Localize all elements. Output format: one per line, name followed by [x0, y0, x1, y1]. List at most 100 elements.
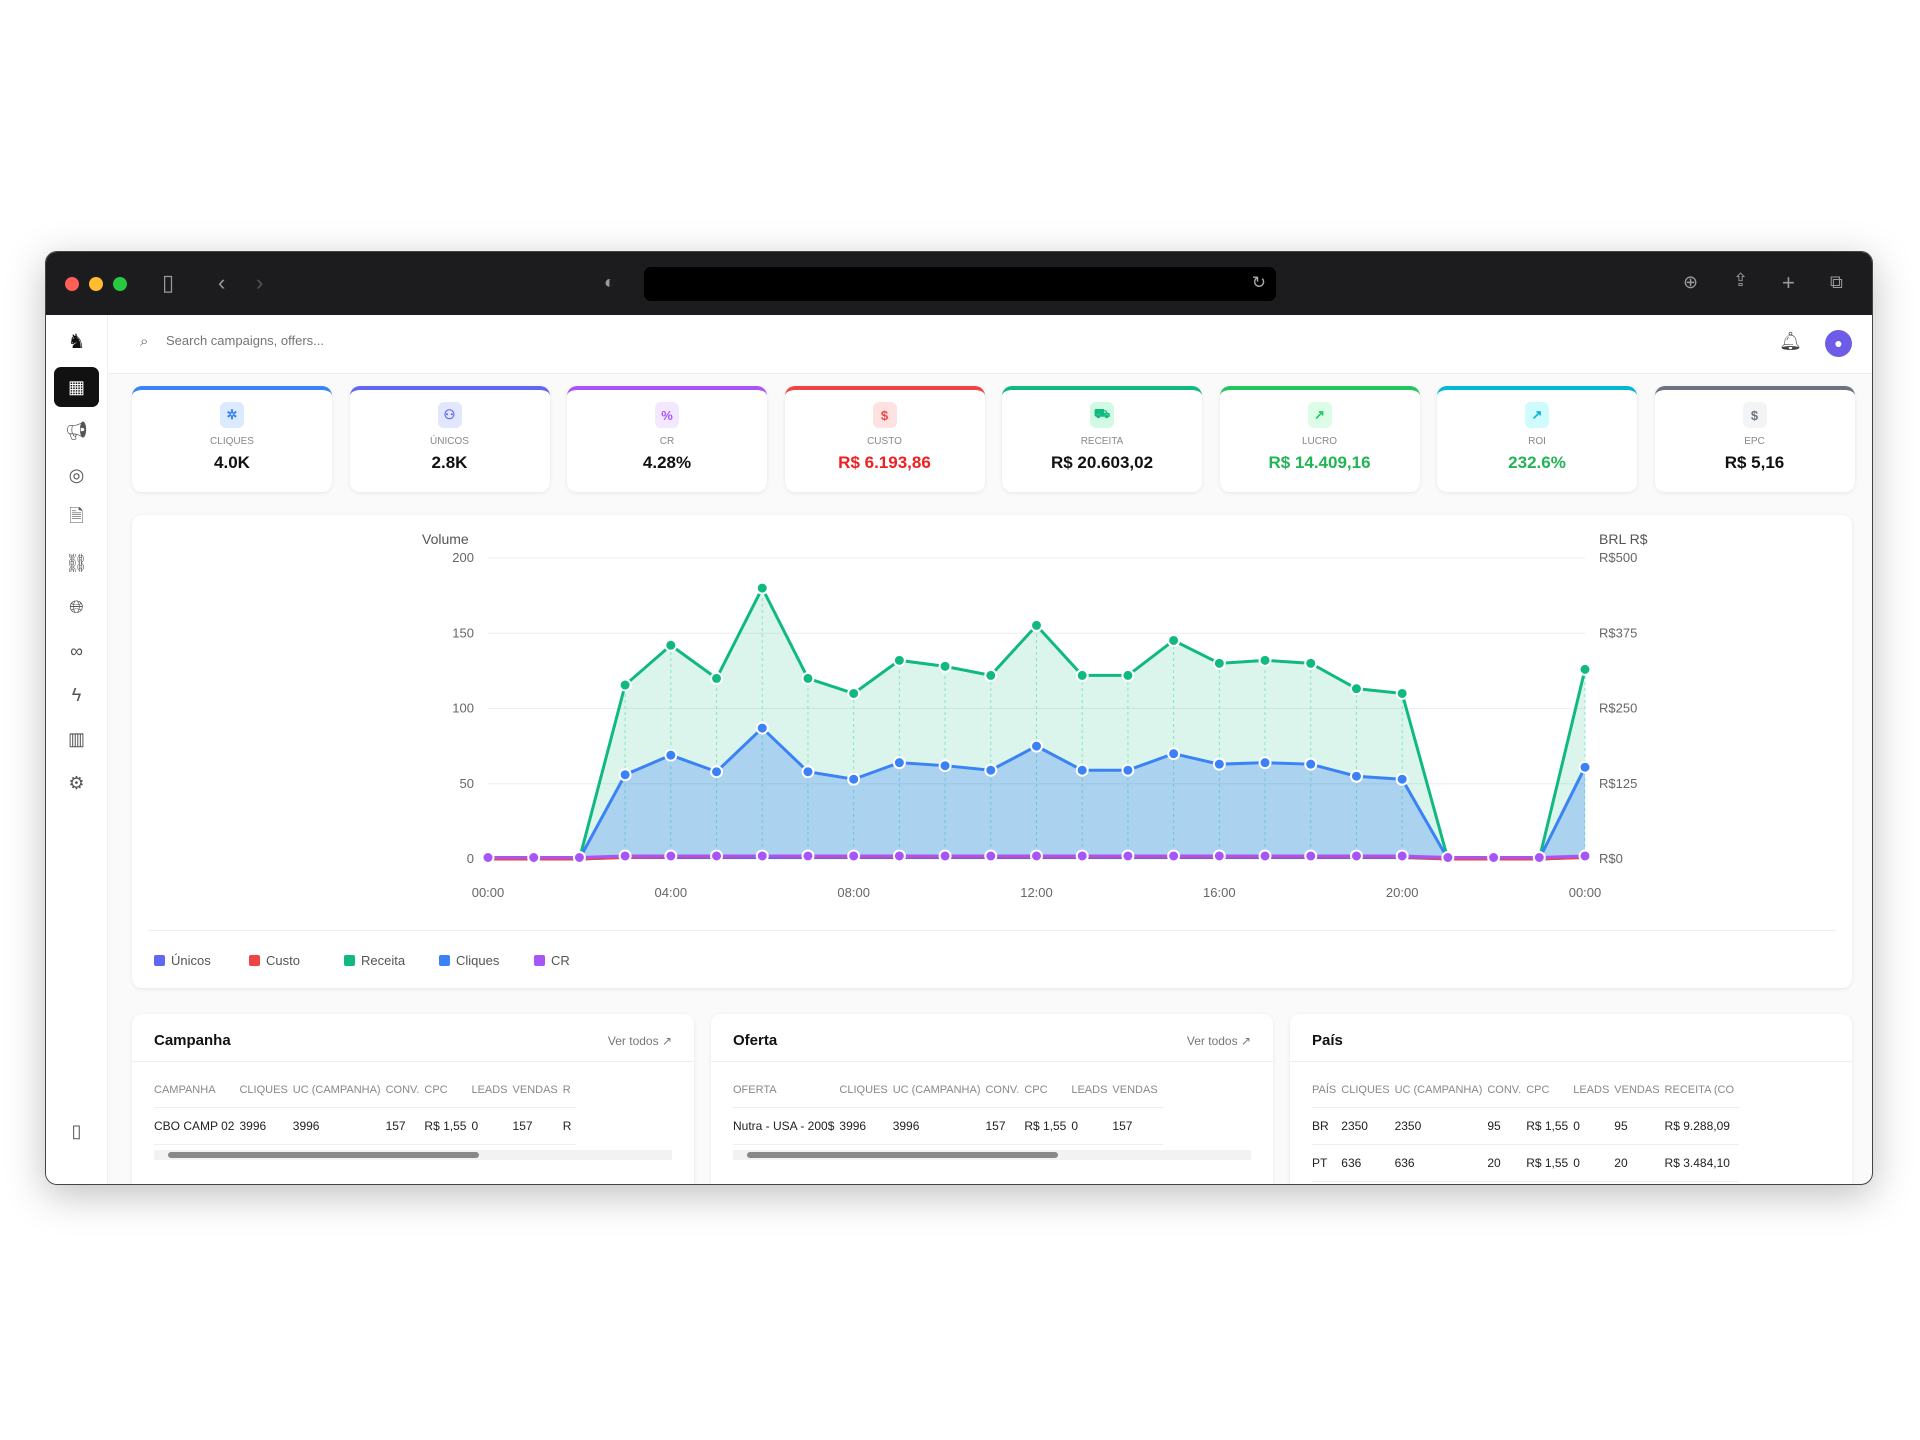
table-row[interactable]: PT 636 636 20 R$ 1,55 0 20 R$ 3.484,10	[1312, 1144, 1740, 1182]
horizontal-scrollbar[interactable]	[733, 1150, 1251, 1160]
legend-swatch	[344, 955, 355, 966]
column-header[interactable]: LEADS	[1573, 1084, 1615, 1108]
zap-icon[interactable]: ϟ	[71, 684, 82, 705]
y-left-tick: 150	[452, 625, 474, 640]
column-header[interactable]: UC (CAMPANHA)	[292, 1084, 386, 1108]
column-header[interactable]: UC (CAMPANHA)	[892, 1084, 986, 1108]
sidebar-toggle-icon[interactable]: ▯	[162, 270, 175, 295]
table-cell: R	[562, 1107, 577, 1145]
point-cr	[1121, 849, 1135, 863]
search-input[interactable]	[166, 333, 566, 348]
avatar[interactable]: ●	[1825, 330, 1852, 357]
column-header[interactable]: LEADS	[471, 1084, 513, 1108]
column-header[interactable]: CPC	[1024, 1084, 1072, 1108]
table-row[interactable]: Nutra - USA - 200$ 3996 3996 157 R$ 1,55 0 157	[733, 1107, 1163, 1145]
column-header[interactable]: OFERTA	[733, 1084, 840, 1108]
download-icon[interactable]: ⊕	[1683, 272, 1699, 292]
table-row[interactable]: BR 2350 2350 95 R$ 1,55 0 95 R$ 9.288,09	[1312, 1107, 1740, 1145]
tabs-overview-icon[interactable]: ⧉	[1830, 272, 1843, 292]
legend-item[interactable]: Únicos	[154, 953, 211, 968]
point-receita	[618, 678, 632, 692]
bar-chart-icon[interactable]: ▥	[67, 728, 85, 749]
table-cell: 20	[1487, 1144, 1527, 1182]
megaphone-icon[interactable]: 📢︎	[65, 420, 88, 441]
kpi-label: RECEITA	[1080, 436, 1124, 447]
new-tab-icon[interactable]: +	[1782, 270, 1795, 295]
column-header[interactable]: CLIQUES	[1341, 1084, 1395, 1108]
dollar-icon: $	[1742, 402, 1767, 428]
share-icon[interactable]: ⇪	[1733, 270, 1749, 290]
logo: ♞	[67, 330, 86, 353]
column-header[interactable]: CONV.	[1487, 1084, 1527, 1108]
dollar-icon: $	[872, 402, 897, 428]
legend-swatch	[249, 955, 260, 966]
link-icon[interactable]: ∞	[70, 640, 83, 661]
point-cr	[1075, 849, 1089, 863]
globe-icon[interactable]: 🌐︎	[69, 596, 84, 617]
table-cell: 636	[1341, 1144, 1395, 1182]
pointer-click-icon: ✲	[220, 402, 244, 428]
file-code-icon[interactable]: 🗎︎	[69, 506, 84, 526]
point-receita	[892, 653, 906, 667]
card-title: Campanha	[154, 1032, 231, 1049]
column-header[interactable]: CLIQUES	[239, 1084, 293, 1108]
kpi-card-únicos: ⚇ ÚNICOS 2.8K	[349, 386, 550, 492]
collapse-sidebar-icon[interactable]: ▯	[71, 1120, 82, 1141]
point-cr	[847, 849, 861, 863]
legend-item[interactable]: CR	[534, 953, 570, 968]
point-receita	[1395, 686, 1409, 700]
y-right-tick: R$500	[1599, 550, 1637, 565]
point-cr	[984, 849, 998, 863]
column-header[interactable]: LEADS	[1071, 1084, 1113, 1108]
column-header[interactable]: RECEITA (CO	[1664, 1084, 1740, 1108]
column-header[interactable]: CPC	[1526, 1084, 1574, 1108]
bell-icon[interactable]: 🔔︎	[1779, 331, 1802, 351]
legend-item[interactable]: Cliques	[439, 953, 499, 968]
view-all-link[interactable]: Ver todos ↗	[1186, 1034, 1251, 1048]
table-row[interactable]: CBO CAMP 02 3996 3996 157 R$ 1,55 0 157 R	[154, 1107, 577, 1145]
forward-icon[interactable]: ›	[256, 270, 264, 295]
point-cliques	[664, 748, 678, 762]
column-header[interactable]: VENDAS	[512, 1084, 563, 1108]
view-all-link[interactable]: Ver todos ↗	[607, 1034, 672, 1048]
point-cr	[572, 850, 586, 864]
column-header[interactable]: UC (CAMPANHA)	[1394, 1084, 1488, 1108]
maximize-window-button[interactable]	[113, 277, 127, 291]
point-cliques	[1578, 760, 1592, 774]
x-tick: 04:00	[655, 885, 688, 900]
back-icon[interactable]: ‹	[218, 270, 226, 295]
legend-item[interactable]: Custo	[249, 953, 300, 968]
table-cell: 636	[1394, 1144, 1488, 1182]
area-receita	[488, 588, 1585, 859]
y-left-tick: 50	[460, 776, 474, 791]
browser-window: ▯ ‹ › ◐ ↻ ⊕ ⇪ + ⧉ ♞ ▦ 📢︎ ◎ 🗎︎ ⛓︎ 🌐︎ ∞ ϟ …	[45, 251, 1873, 1185]
address-bar[interactable]: ↻	[644, 267, 1276, 301]
column-header[interactable]: CONV.	[385, 1084, 425, 1108]
minimize-window-button[interactable]	[89, 277, 103, 291]
horizontal-scrollbar[interactable]	[154, 1150, 672, 1160]
column-header[interactable]: PAÍS	[1312, 1084, 1342, 1108]
point-cr	[1304, 849, 1318, 863]
network-icon[interactable]: ⛓︎	[65, 552, 88, 573]
column-header[interactable]: VENDAS	[1112, 1084, 1163, 1108]
point-cr	[801, 849, 815, 863]
column-header[interactable]: VENDAS	[1614, 1084, 1665, 1108]
reload-icon[interactable]: ↻	[1251, 273, 1266, 292]
column-header[interactable]: CAMPANHA	[154, 1084, 240, 1108]
column-header[interactable]: CONV.	[985, 1084, 1025, 1108]
column-header[interactable]: CPC	[424, 1084, 472, 1108]
point-cliques	[1167, 747, 1181, 761]
point-cliques	[755, 721, 769, 735]
y-right-tick: R$375	[1599, 625, 1637, 640]
table-cell: 157	[1112, 1107, 1163, 1145]
x-tick: 20:00	[1386, 885, 1419, 900]
column-header[interactable]: CLIQUES	[839, 1084, 893, 1108]
dashboard-icon[interactable]: ▦	[54, 367, 99, 407]
table-cell: R$ 1,55	[1526, 1144, 1574, 1182]
target-icon[interactable]: ◎	[68, 464, 85, 485]
legend-item[interactable]: Receita	[344, 953, 405, 968]
close-window-button[interactable]	[65, 277, 79, 291]
settings-icon[interactable]: ⚙	[68, 772, 85, 793]
column-header[interactable]: R	[562, 1084, 577, 1108]
point-cr	[481, 850, 495, 864]
